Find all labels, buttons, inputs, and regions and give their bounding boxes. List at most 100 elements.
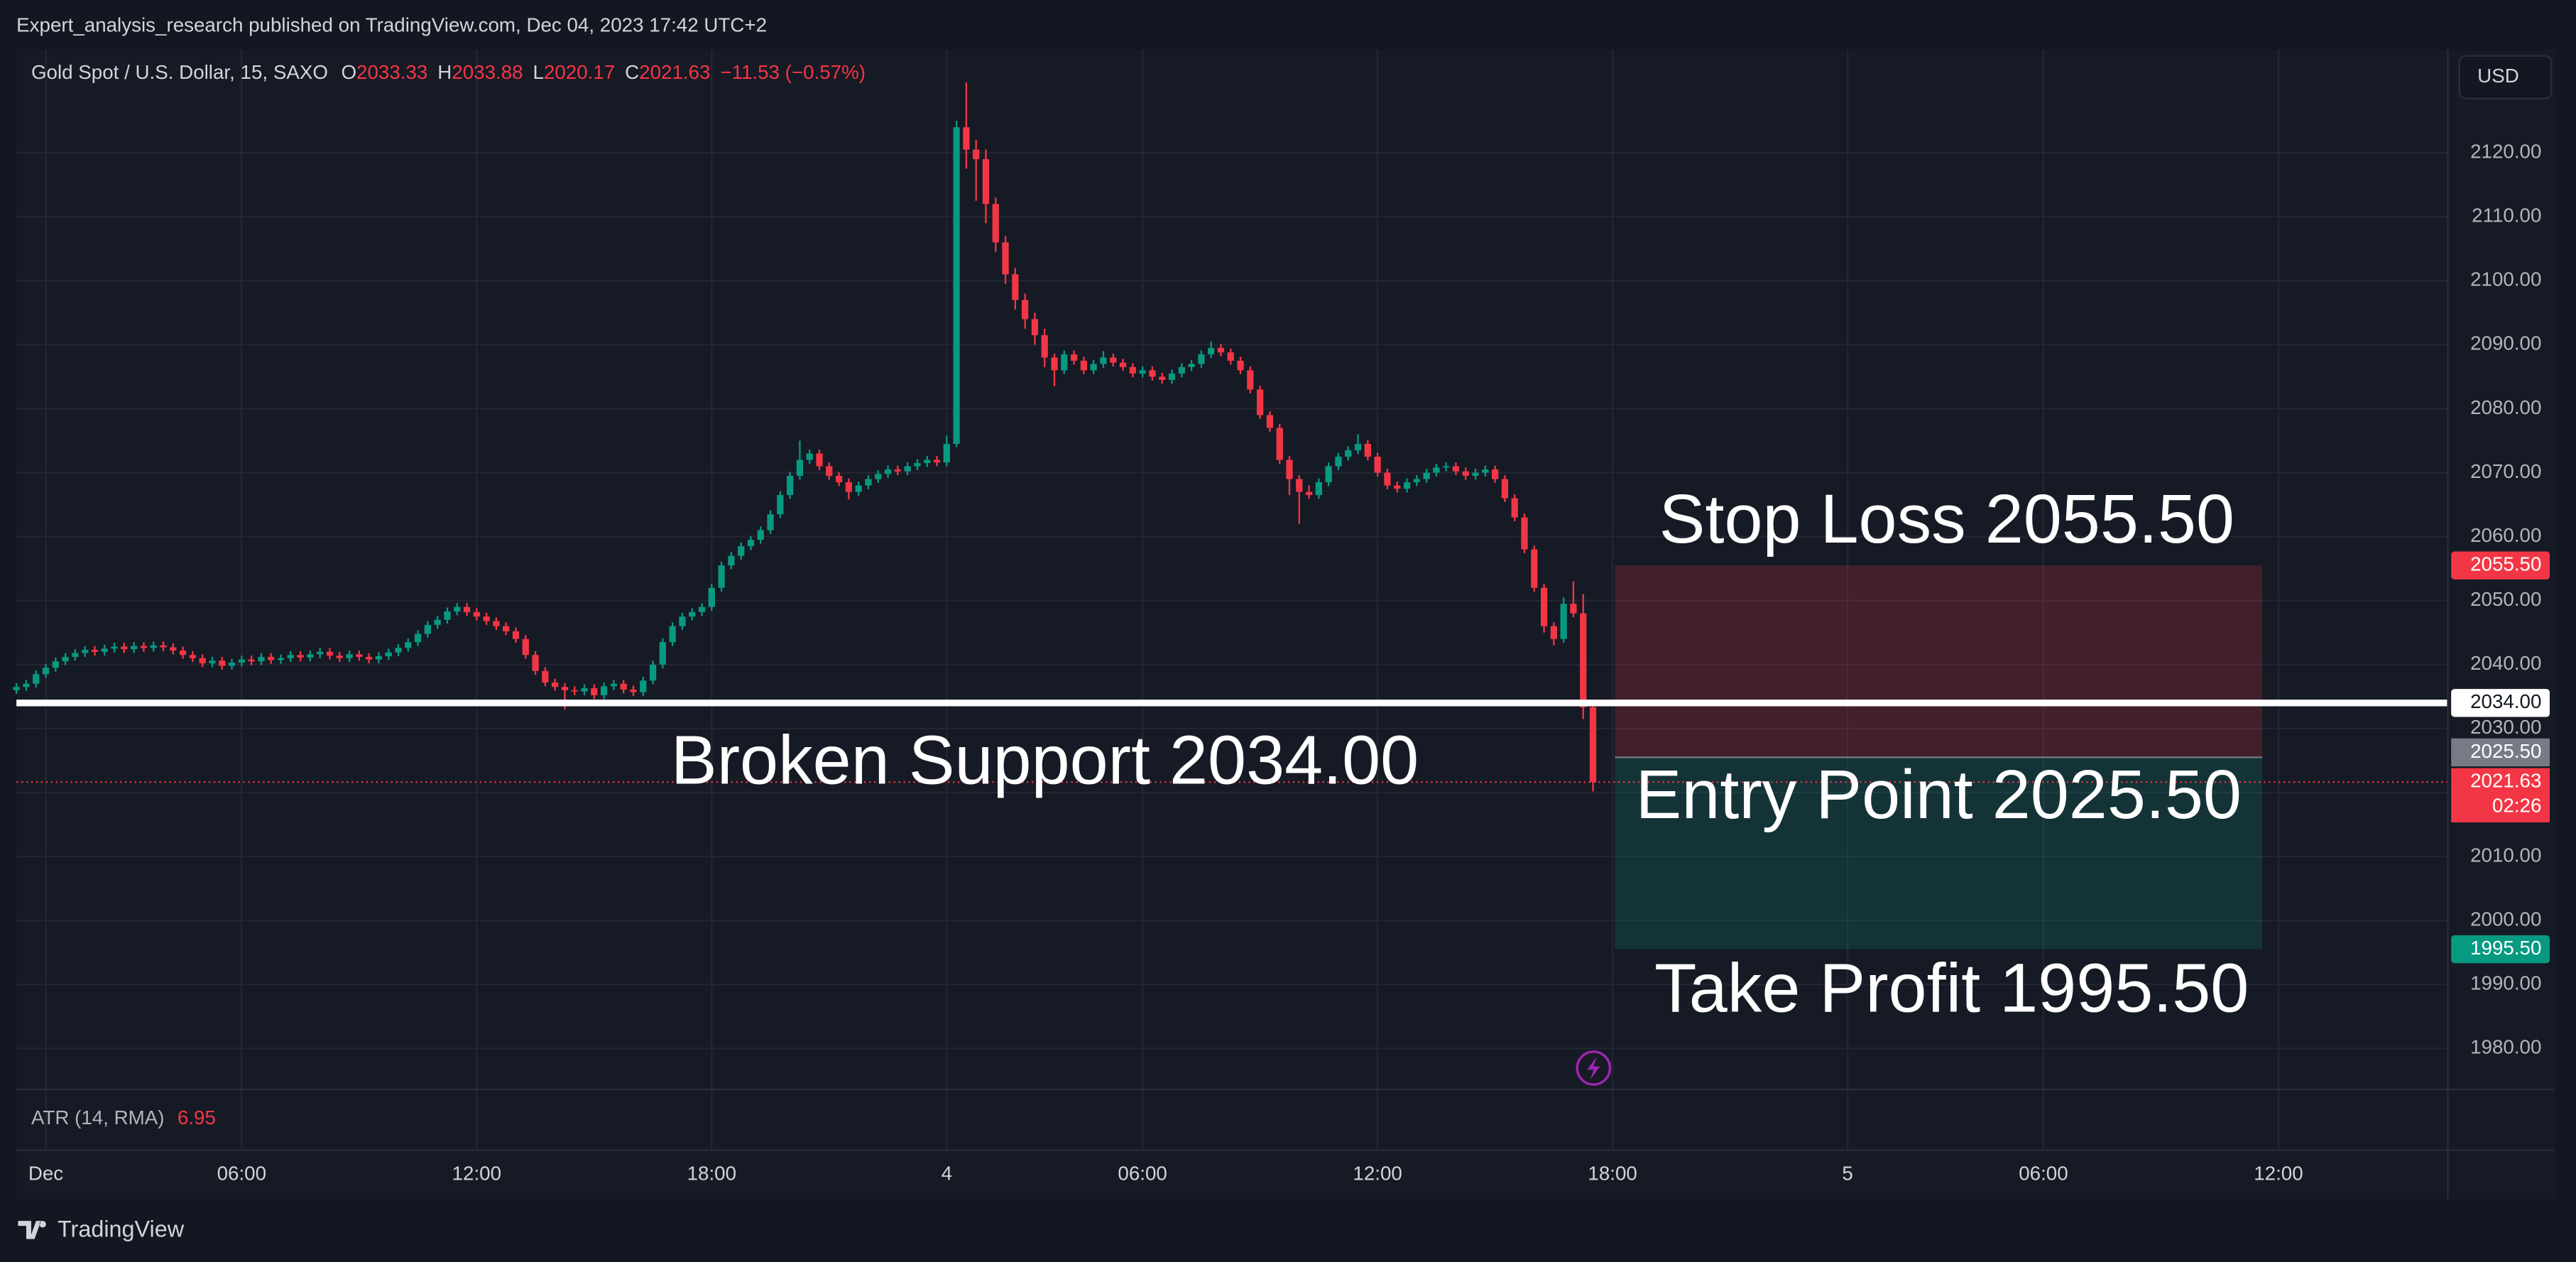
candle-body	[659, 642, 666, 665]
candle-body	[1482, 469, 1489, 473]
candle-body	[1501, 479, 1509, 499]
candle-body	[630, 689, 637, 692]
candle-body	[796, 459, 804, 477]
candle-body	[1305, 491, 1313, 496]
candle-body	[826, 466, 833, 477]
candle-body	[943, 444, 950, 463]
y-tick-label: 1990.00	[2470, 972, 2541, 994]
candle-body	[1159, 376, 1166, 380]
candle-body	[13, 687, 20, 690]
candle-body	[42, 668, 50, 675]
candle-body	[679, 616, 686, 626]
x-tick-label: 12:00	[2254, 1163, 2303, 1185]
candle-body	[963, 127, 970, 150]
candle-body	[1119, 362, 1127, 367]
lightning-circle	[1576, 1050, 1612, 1086]
candle-body	[610, 683, 618, 687]
candle-body	[1237, 360, 1244, 371]
candle-body	[1100, 357, 1107, 364]
candle-body	[473, 611, 480, 617]
legend-symbol: Gold Spot / U.S. Dollar, 15, SAXO	[31, 61, 328, 83]
candle-body	[522, 638, 529, 656]
candle-body	[101, 648, 108, 652]
candle-body	[982, 159, 990, 205]
candle-body	[131, 646, 138, 650]
y-tick-label: 2120.00	[2470, 140, 2541, 162]
candle-body	[72, 653, 79, 657]
candle-body	[189, 655, 197, 658]
candle-body	[904, 466, 911, 472]
candle-body	[1413, 479, 1420, 483]
candle-body	[924, 459, 931, 464]
candle-body	[512, 631, 520, 639]
publisher-line: Expert_analysis_research published on Tr…	[16, 13, 767, 36]
candle-body	[777, 495, 784, 515]
candle-body	[1041, 334, 1048, 358]
candle-body	[640, 680, 647, 692]
lightning-icon[interactable]	[1576, 1050, 1612, 1086]
candle-body	[405, 642, 412, 648]
stop-zone	[1615, 565, 2263, 758]
profit-zone	[1615, 757, 2263, 950]
countdown: 02:26	[2492, 794, 2541, 816]
candle-body	[1149, 370, 1156, 377]
logo-mark	[18, 1221, 46, 1239]
broken-support-text: Broken Support 2034.00	[671, 721, 1419, 798]
candle-body	[1374, 457, 1381, 473]
candle-body	[855, 485, 862, 492]
currency-button[interactable]	[2458, 55, 2553, 99]
candle-body	[277, 658, 285, 660]
candle-body	[121, 646, 128, 650]
candle-body	[1511, 498, 1518, 518]
candle-body	[444, 611, 451, 620]
candle-body	[738, 546, 745, 556]
candle-body	[365, 656, 373, 660]
candle-body	[1188, 364, 1195, 367]
candle-body	[1345, 450, 1352, 457]
candle-body	[1384, 472, 1391, 486]
candle-body	[1247, 370, 1254, 390]
candle-body	[91, 650, 99, 652]
candle-body	[297, 655, 304, 658]
stop-loss-text: Stop Loss 2055.50	[1659, 480, 2234, 557]
candle-body	[1462, 471, 1469, 477]
legend-ohlc-label: C	[625, 61, 639, 83]
candle-body	[346, 654, 353, 658]
x-tick-label: 12:00	[1353, 1163, 1402, 1185]
y-tick-label: 2100.00	[2470, 268, 2541, 290]
candle-body	[1531, 549, 1538, 588]
candle-body	[669, 626, 676, 643]
candle-body	[747, 540, 755, 547]
candle-body	[845, 482, 853, 492]
candle-body	[728, 555, 735, 566]
y-tick-label: 2060.00	[2470, 524, 2541, 546]
price-badge-label: 2034.00	[2470, 690, 2541, 712]
candle-body	[933, 459, 941, 463]
legend-ohlc-label: O	[341, 61, 356, 83]
candle-body	[1492, 469, 1499, 479]
candle-body	[33, 674, 40, 684]
price-badge-label: 2025.50	[2470, 740, 2541, 762]
tv-logo[interactable]	[18, 1221, 46, 1239]
candle-body	[160, 645, 167, 648]
y-tick-label: 2070.00	[2470, 460, 2541, 482]
candle-body	[1472, 472, 1479, 477]
chart-layer: 1980.001990.002000.002010.002020.002030.…	[13, 49, 2550, 1185]
candle-body	[1070, 354, 1078, 361]
price-badge	[2451, 935, 2550, 964]
candle-body	[532, 655, 539, 671]
candle-body	[1296, 479, 1303, 492]
candle-body	[649, 664, 657, 681]
candle-body	[1198, 354, 1205, 364]
lightning-bolt	[1587, 1056, 1600, 1080]
candle-body	[287, 655, 294, 658]
candle-body	[307, 654, 314, 658]
legend: Gold Spot / U.S. Dollar, 15, SAXO O2033.3…	[31, 61, 866, 83]
candle-body	[82, 650, 89, 653]
candle-body	[1286, 459, 1293, 479]
candle-body	[317, 651, 324, 655]
candle-body	[1031, 319, 1039, 335]
candle-body	[424, 624, 432, 634]
candle-body	[414, 633, 422, 643]
